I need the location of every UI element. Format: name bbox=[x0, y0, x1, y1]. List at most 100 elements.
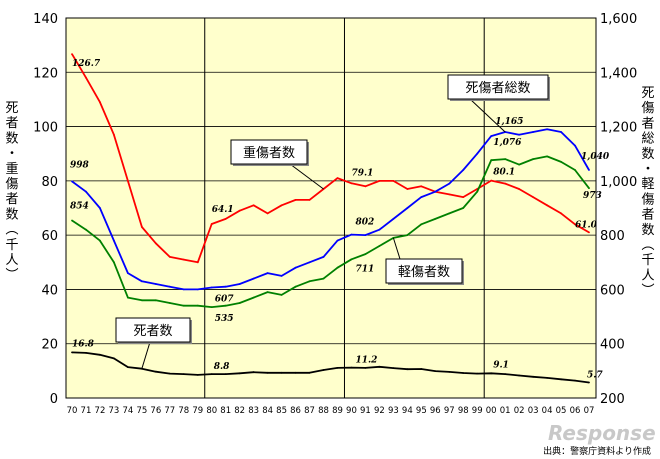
deaths-point bbox=[448, 371, 451, 373]
serious-injury-point bbox=[113, 133, 115, 136]
y-left-tick-label: 100 bbox=[33, 121, 58, 136]
serious-injury-line bbox=[71, 53, 590, 264]
minor-injury-point bbox=[210, 306, 213, 308]
x-tick-label: 79 bbox=[192, 406, 203, 416]
source-note: 出典：警察庁資料より作成 bbox=[543, 445, 651, 457]
x-tick-label: 01 bbox=[500, 406, 511, 416]
x-tick-label: 75 bbox=[136, 406, 147, 416]
serious-injury-point bbox=[154, 242, 157, 245]
deaths-point bbox=[574, 379, 576, 382]
deaths-point bbox=[294, 371, 297, 374]
x-tick-label: 99 bbox=[472, 406, 483, 416]
deaths-point bbox=[224, 373, 227, 375]
minor-injury-point bbox=[560, 161, 562, 163]
total-casualties-point bbox=[141, 280, 143, 283]
y-right-tick-label: 600 bbox=[600, 283, 625, 298]
deaths-point bbox=[546, 377, 548, 379]
x-tick-label: 70 bbox=[67, 406, 78, 416]
x-tick-label: 74 bbox=[122, 406, 133, 416]
total-casualties-point bbox=[99, 207, 101, 209]
serious-injury-point bbox=[504, 182, 507, 185]
data-label: 61.0 bbox=[575, 220, 598, 230]
minor-injury-point bbox=[364, 253, 367, 256]
deaths-point bbox=[504, 373, 507, 375]
y-left-tick-label: 140 bbox=[33, 12, 58, 27]
x-tick-label: 05 bbox=[556, 406, 567, 416]
minor-injury-point bbox=[182, 304, 185, 307]
total-casualties-point bbox=[574, 144, 576, 147]
callout-pointer bbox=[392, 237, 401, 260]
deaths-point bbox=[490, 372, 493, 375]
serious-injury-point bbox=[406, 188, 409, 190]
x-tick-label: 90 bbox=[346, 406, 357, 416]
minor-injury-point bbox=[588, 187, 590, 190]
total-casualties-point bbox=[294, 266, 297, 269]
deaths-point bbox=[322, 369, 325, 371]
total-casualties-point bbox=[280, 275, 283, 277]
minor-injury-point bbox=[532, 158, 534, 161]
deaths-point bbox=[476, 372, 479, 375]
serious-injury-point bbox=[85, 76, 87, 79]
serious-injury-point bbox=[392, 180, 395, 182]
serious-injury-point bbox=[238, 209, 241, 212]
minor-injury-point bbox=[238, 302, 241, 304]
serious-injury-point bbox=[224, 218, 227, 220]
data-label: 11.2 bbox=[355, 356, 377, 366]
minor-injury-point bbox=[462, 207, 465, 209]
y-right-tick-label: 1,000 bbox=[600, 175, 637, 190]
total-casualties-point bbox=[266, 272, 269, 274]
serious-injury-point bbox=[168, 256, 171, 258]
x-tick-label: 02 bbox=[514, 406, 525, 416]
deaths-point bbox=[252, 371, 255, 374]
watermark-logo: Response bbox=[548, 421, 656, 445]
total-casualties-point bbox=[308, 261, 311, 264]
total-casualties-point bbox=[560, 131, 562, 133]
minor-injury-point bbox=[266, 291, 269, 293]
data-label: 1,040 bbox=[581, 152, 610, 162]
data-label: 5.7 bbox=[587, 371, 603, 381]
callout-serious-injury-text: 重傷者数 bbox=[243, 145, 295, 161]
deaths-point bbox=[420, 368, 423, 370]
minor-injury-point bbox=[308, 280, 311, 283]
minor-injury-point bbox=[434, 218, 437, 220]
minor-injury-point bbox=[252, 296, 255, 299]
data-label: 64.1 bbox=[212, 205, 234, 215]
serious-injury-point bbox=[196, 261, 199, 264]
total-casualties-point bbox=[588, 169, 590, 171]
total-casualties-point bbox=[224, 285, 227, 288]
callout-deaths-text: 死者数 bbox=[133, 324, 172, 339]
serious-injury-point bbox=[182, 258, 185, 261]
total-casualties-line bbox=[71, 128, 590, 291]
minor-injury-point bbox=[280, 294, 283, 296]
deaths-point bbox=[71, 351, 73, 354]
deaths-point bbox=[85, 352, 87, 354]
total-casualties-point bbox=[238, 283, 241, 285]
serious-injury-point bbox=[448, 193, 451, 196]
deaths-point bbox=[238, 372, 241, 375]
x-tick-label: 72 bbox=[95, 406, 106, 416]
x-tick-label: 94 bbox=[402, 406, 413, 416]
callout-pointer bbox=[469, 98, 506, 133]
serious-injury-point bbox=[420, 185, 423, 188]
serious-injury-point bbox=[518, 188, 520, 190]
x-tick-label: 82 bbox=[234, 406, 245, 416]
minor-injury-point bbox=[168, 302, 171, 304]
y-left-tick-label: 20 bbox=[41, 338, 58, 353]
y-left-tick-label: 60 bbox=[41, 229, 58, 244]
minor-injury-point bbox=[476, 190, 479, 193]
minor-injury-point bbox=[322, 277, 325, 280]
x-tick-label: 91 bbox=[360, 406, 371, 416]
x-tick-label: 87 bbox=[304, 406, 315, 416]
x-tick-label: 86 bbox=[290, 406, 301, 416]
serious-injury-point bbox=[378, 180, 381, 182]
minor-injury-point bbox=[141, 299, 143, 302]
serious-injury-point bbox=[364, 185, 367, 188]
total-casualties-point bbox=[252, 277, 255, 280]
callout-minor-injury-text: 軽傷者数 bbox=[398, 265, 450, 280]
minor-injury-point bbox=[574, 169, 576, 171]
serious-injury-point bbox=[141, 226, 143, 228]
minor-injury-point bbox=[127, 296, 129, 299]
total-casualties-point bbox=[127, 272, 129, 274]
data-label: 80.1 bbox=[493, 168, 515, 178]
